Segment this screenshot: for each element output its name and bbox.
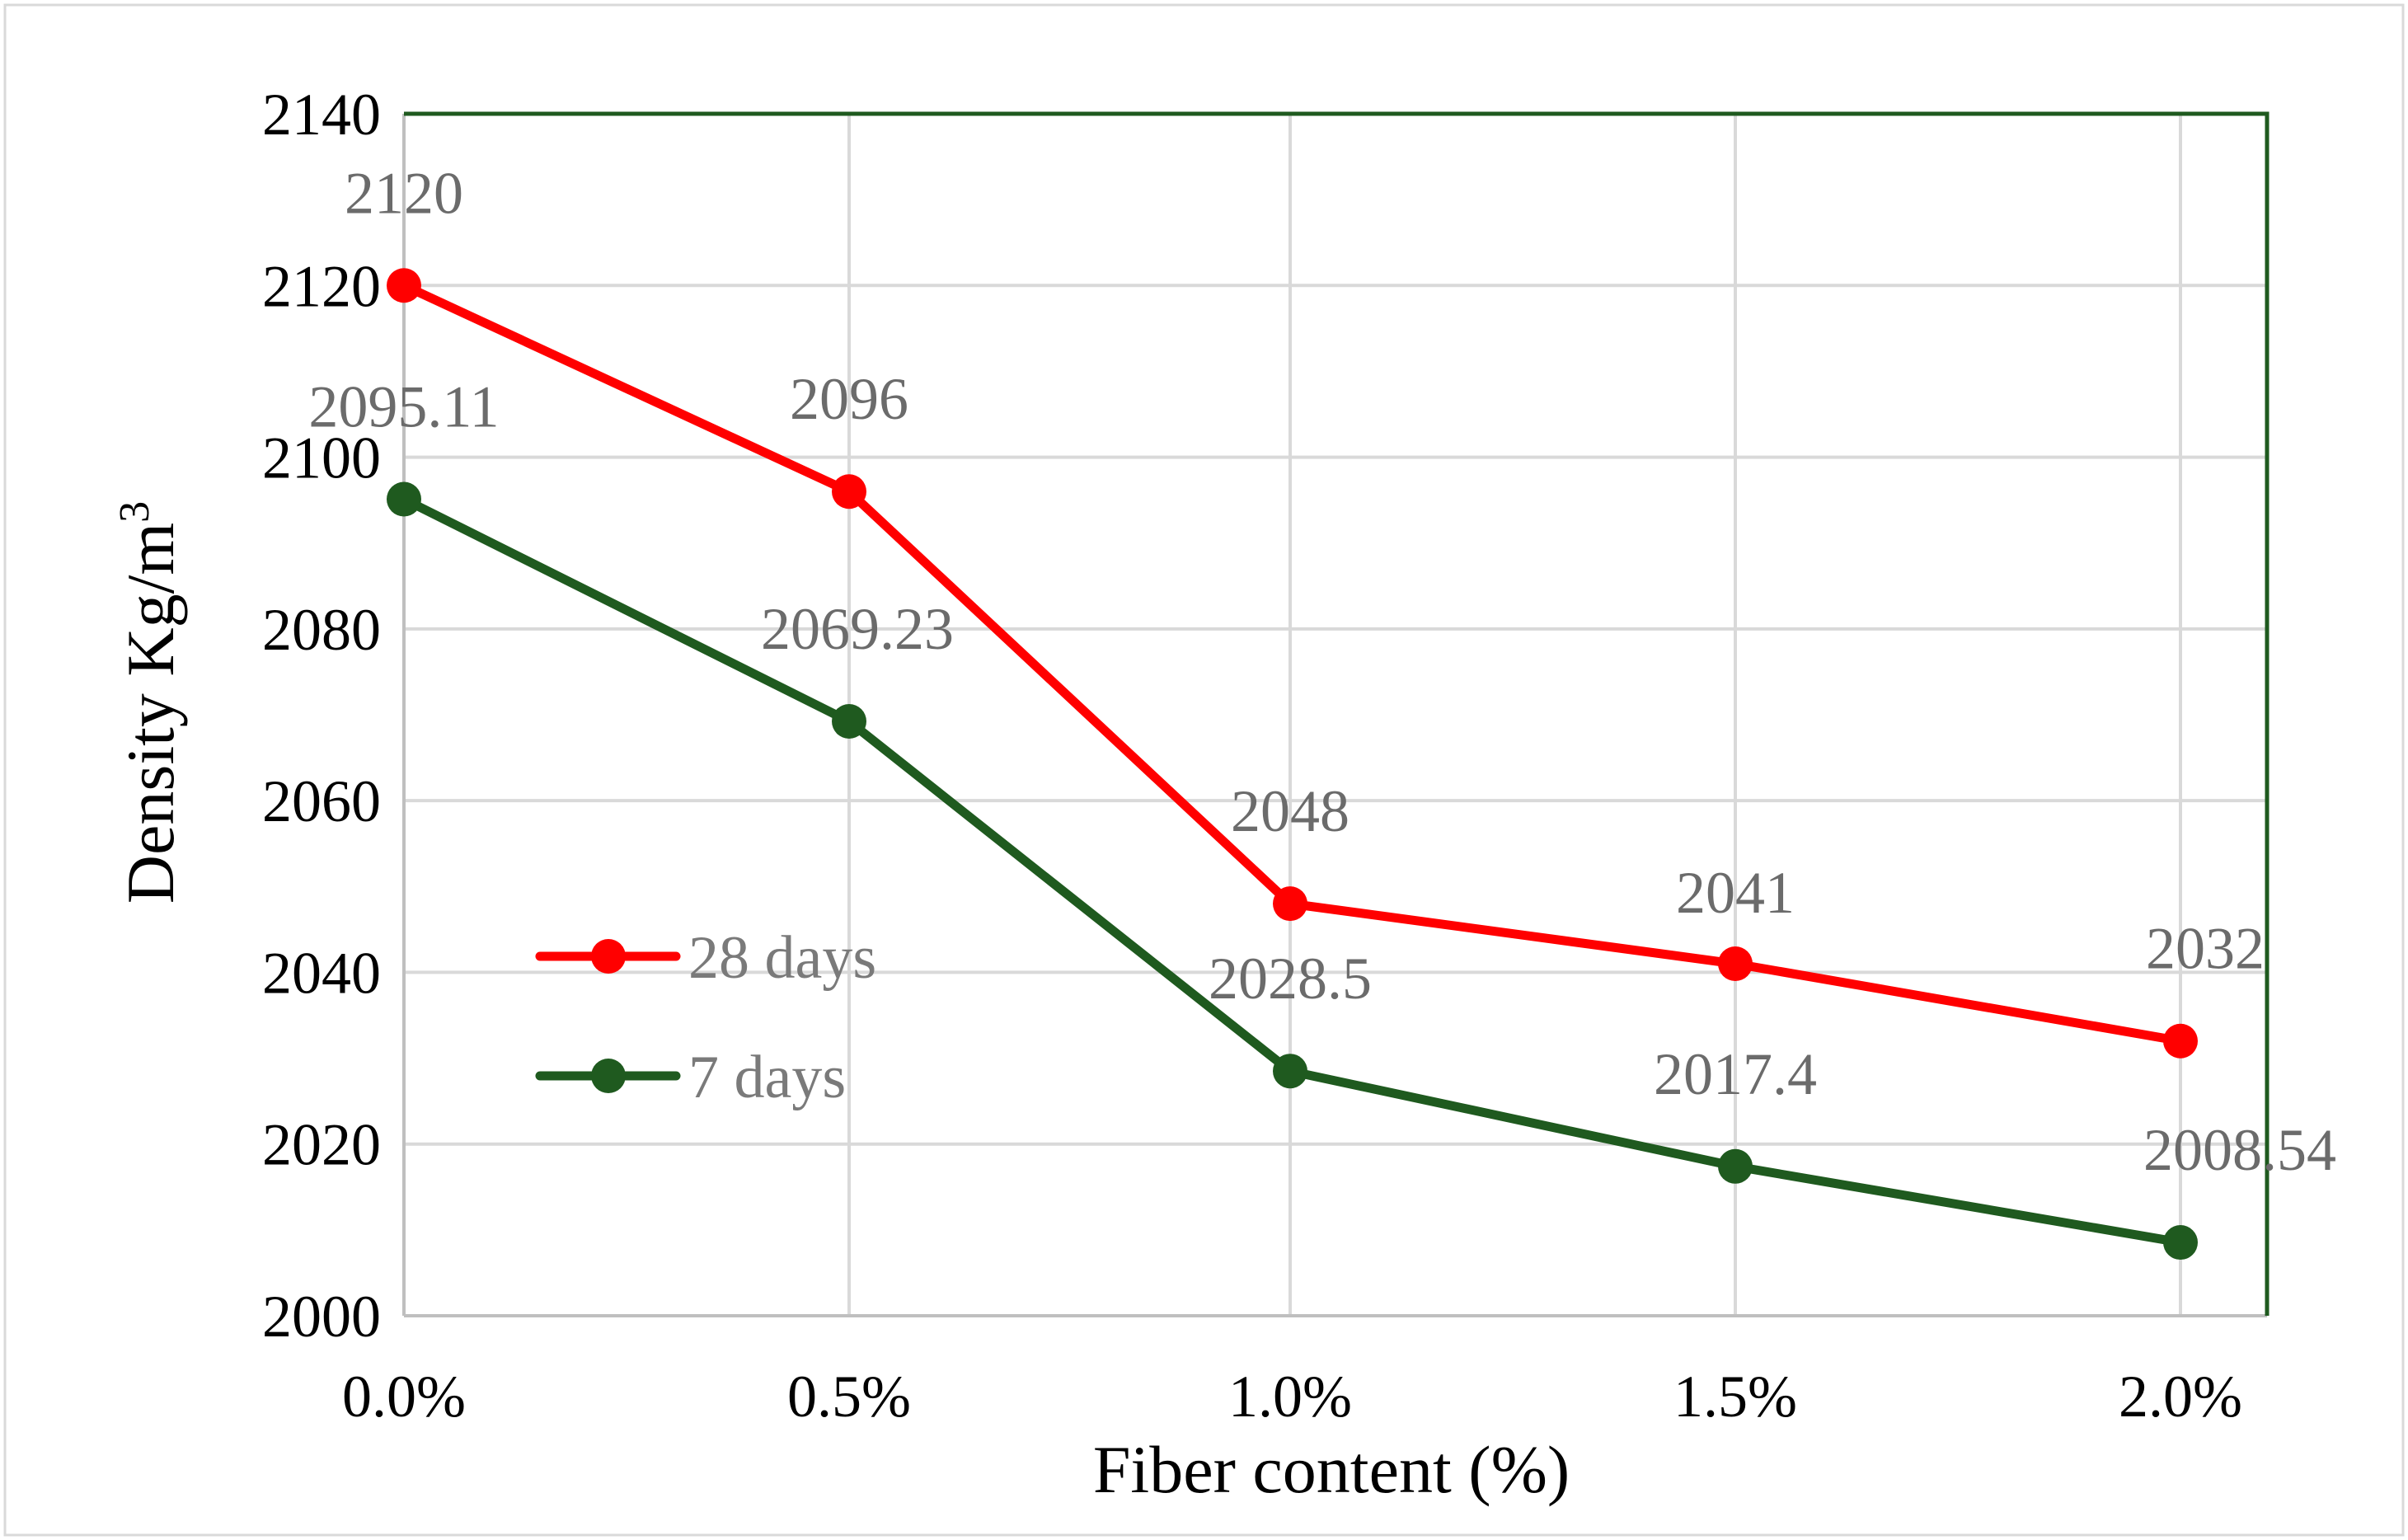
legend-label-0: 28 days (688, 924, 876, 992)
x-axis-title: Fiber content (%) (1093, 1432, 1570, 1507)
series-1-point-3 (1718, 1148, 1753, 1184)
series-1-data-label-2: 2028.5 (1209, 946, 1372, 1012)
series-0-point-1 (832, 474, 866, 509)
axis-text-layer: Fiber content (%) Density Kg/m3 2000 2020… (111, 82, 2242, 1507)
series-0-point-3 (1718, 946, 1753, 982)
legend: 28 days 7 days (535, 924, 876, 1111)
y-tick-label-2: 2040 (262, 940, 381, 1006)
series-0-data-label-0: 2120 (345, 160, 463, 226)
series-layer (387, 268, 2198, 1261)
y-tick-label-1: 2020 (262, 1112, 381, 1178)
plot-frame (402, 111, 2270, 1317)
grid-layer (404, 114, 2267, 1316)
series-1-data-label-1: 2069.23 (761, 596, 954, 662)
y-tick-label-0: 2000 (262, 1284, 381, 1350)
legend-marker-1 (591, 1059, 626, 1093)
series-1-point-0 (387, 481, 421, 517)
series-1-point-2 (1273, 1054, 1307, 1089)
series-0-point-0 (387, 268, 421, 303)
y-tick-label-7: 2140 (262, 82, 381, 148)
x-tick-label-0: 0.0% (342, 1364, 466, 1430)
legend-marker-0 (591, 939, 626, 974)
y-axis-title-superscript: 3 (111, 501, 158, 523)
x-tick-label-2: 1.0% (1228, 1364, 1352, 1430)
y-axis-title-main: Density Kg/m (113, 523, 188, 904)
plot-border (404, 111, 2270, 1316)
series-1-data-label-0: 2095.11 (308, 373, 499, 439)
x-tick-label-4: 2.0% (2119, 1364, 2242, 1430)
y-tick-label-3: 2060 (262, 768, 381, 834)
series-1-data-label-3: 2017.4 (1654, 1041, 1817, 1107)
y-axis-title: Density Kg/m3 (111, 501, 188, 904)
y-tick-label-6: 2120 (262, 253, 381, 319)
y-tick-label-5: 2100 (262, 425, 381, 491)
series-0-point-4 (2163, 1023, 2198, 1059)
legend-label-1: 7 days (688, 1044, 846, 1111)
series-0-point-2 (1273, 886, 1307, 922)
series-1-data-label-4: 2008.54 (2143, 1117, 2336, 1183)
series-0-data-label-2: 2048 (1231, 778, 1350, 844)
x-tick-label-1: 0.5% (787, 1364, 911, 1430)
series-0-data-label-4: 2032 (2146, 916, 2265, 982)
y-tick-label-4: 2080 (262, 597, 381, 663)
series-0-data-label-1: 2096 (790, 366, 908, 432)
series-1-point-4 (2163, 1225, 2198, 1261)
series-0-data-label-3: 2041 (1676, 860, 1795, 926)
label-layer: 2120 2096 2048 2041 2032 2095.11 2069.23 2028.5… (308, 160, 2336, 1183)
series-1-point-1 (832, 704, 866, 739)
x-tick-label-3: 1.5% (1673, 1364, 1797, 1430)
